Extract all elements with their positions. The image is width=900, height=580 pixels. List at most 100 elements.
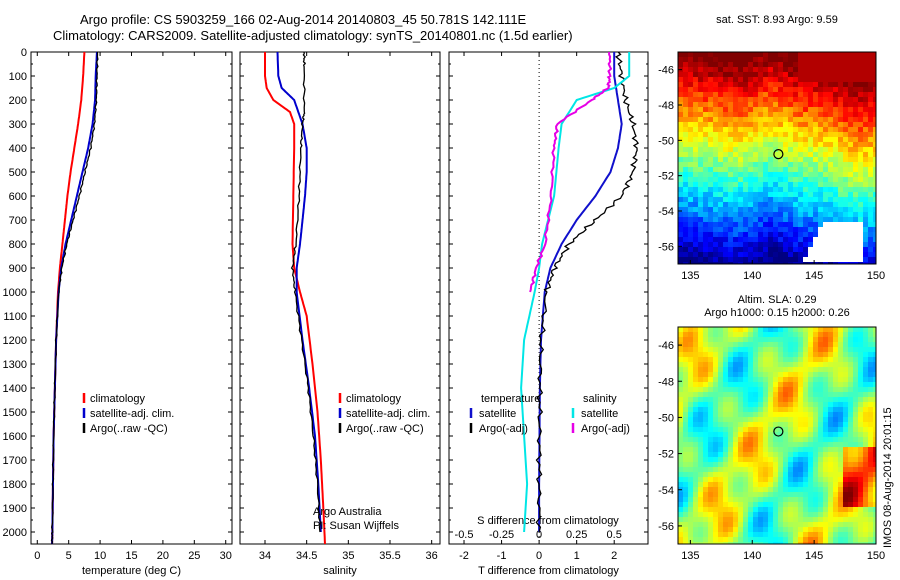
sla-cell: [813, 402, 819, 408]
sla-cell: [833, 497, 839, 503]
sst-cell: [778, 122, 784, 128]
sla-cell: [693, 387, 699, 393]
sst-cell: [683, 167, 689, 173]
sla-cell: [743, 372, 749, 378]
sst-cell: [758, 242, 764, 248]
sst-cell: [793, 197, 799, 203]
sst-cell: [728, 222, 734, 228]
sla-cell: [713, 427, 719, 433]
sst-cell: [768, 142, 774, 148]
sst-cell: [798, 102, 804, 108]
sst-cell: [708, 57, 714, 63]
sla-cell: [768, 392, 774, 398]
sla-cell: [738, 457, 744, 463]
sst-cell: [868, 157, 874, 163]
sst-cell: [793, 172, 799, 178]
sst-cell: [863, 177, 869, 183]
sst-cell: [838, 52, 844, 58]
sst-cell: [773, 97, 779, 103]
sla-cell: [853, 532, 859, 538]
sst-cell: [863, 192, 869, 198]
sst-cell: [848, 217, 854, 223]
sst-cell: [688, 107, 694, 113]
sla-cell: [778, 432, 784, 438]
sla-cell: [768, 457, 774, 463]
sst-cell: [848, 147, 854, 153]
sla-cell: [838, 392, 844, 398]
sla-cell: [758, 437, 764, 443]
sla-cell: [758, 347, 764, 353]
sla-cell: [778, 357, 784, 363]
sst-cell: [683, 157, 689, 163]
sla-cell: [743, 332, 749, 338]
sla-cell: [753, 362, 759, 368]
sla-cell: [838, 397, 844, 403]
sst-cell: [843, 112, 849, 118]
sla-cell: [823, 462, 829, 468]
sla-cell: [848, 372, 854, 378]
sst-cell: [783, 247, 789, 253]
sla-cell: [773, 362, 779, 368]
sla-cell: [818, 527, 824, 533]
sla-cell: [678, 352, 684, 358]
sst-cell: [803, 72, 809, 78]
sla-cell: [823, 447, 829, 453]
sla-cell: [808, 447, 814, 453]
sst-cell: [843, 187, 849, 193]
sla-cell: [693, 487, 699, 493]
sla-cell: [788, 527, 794, 533]
sst-cell: [753, 87, 759, 93]
sst-cell: [738, 247, 744, 253]
sla-cell: [813, 367, 819, 373]
depth-tick-label: 1500: [3, 407, 27, 419]
sst-cell: [803, 192, 809, 198]
sst-cell: [803, 177, 809, 183]
sla-cell: [713, 467, 719, 473]
sla-cell: [743, 412, 749, 418]
sst-cell: [713, 212, 719, 218]
sla-cell: [738, 387, 744, 393]
sla-cell: [758, 342, 764, 348]
sst-cell: [758, 192, 764, 198]
sst-cell: [683, 172, 689, 178]
sla-cell: [698, 347, 704, 353]
sst-cell: [788, 187, 794, 193]
sla-cell: [828, 472, 834, 478]
sla-cell: [818, 542, 824, 544]
sla-cell: [843, 532, 849, 538]
sla-cell: [693, 422, 699, 428]
salinity-xtick-label: 34.5: [296, 550, 317, 562]
sst-cell: [768, 107, 774, 113]
sla-cell: [678, 407, 684, 413]
sla-cell: [758, 367, 764, 373]
sst-cell: [838, 202, 844, 208]
sst-cell: [828, 62, 834, 68]
sst-cell: [868, 82, 874, 88]
sst-cell: [768, 112, 774, 118]
sst-cell: [713, 87, 719, 93]
sst-cell: [743, 212, 749, 218]
sst-cell: [778, 82, 784, 88]
sla-cell: [788, 502, 794, 508]
sst-map-ytick-label: -48: [658, 100, 674, 112]
sla-cell: [873, 407, 876, 413]
sst-cell: [763, 237, 769, 243]
sst-cell: [723, 117, 729, 123]
sst-cell: [683, 187, 689, 193]
sst-cell: [793, 177, 799, 183]
sla-cell: [868, 512, 874, 518]
sst-cell: [833, 197, 839, 203]
sla-cell: [808, 437, 814, 443]
sst-cell: [858, 242, 864, 248]
sla-cell: [763, 427, 769, 433]
sla-cell: [818, 372, 824, 378]
sst-cell: [713, 67, 719, 73]
sst-cell: [688, 92, 694, 98]
sst-cell: [723, 252, 729, 258]
sst-cell: [843, 102, 849, 108]
sla-cell: [788, 487, 794, 493]
sla-cell: [743, 542, 749, 544]
sla-cell: [768, 532, 774, 538]
sst-cell: [738, 157, 744, 163]
sst-cell: [833, 182, 839, 188]
